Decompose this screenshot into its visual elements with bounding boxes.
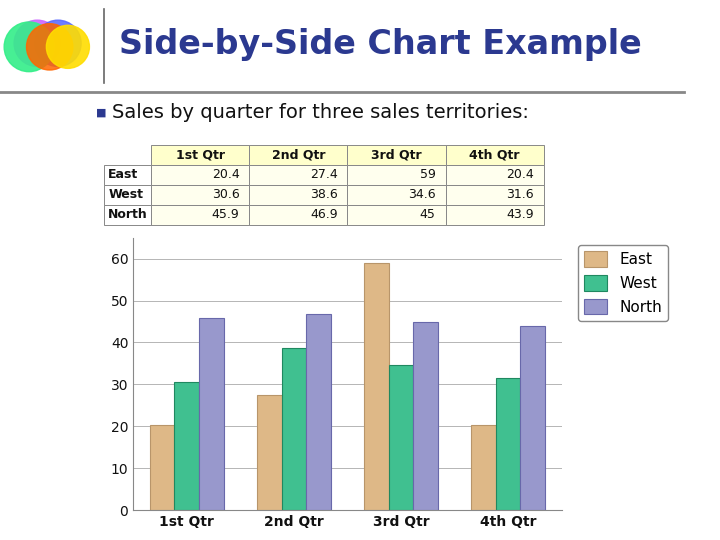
Bar: [471, 425, 496, 510]
Text: ■: ■: [96, 107, 106, 118]
Legend: East, West, North: East, West, North: [578, 245, 668, 321]
Ellipse shape: [27, 24, 73, 70]
Bar: [364, 263, 389, 510]
Bar: [150, 425, 174, 510]
Bar: [174, 382, 199, 510]
Text: Sales by quarter for three sales territories:: Sales by quarter for three sales territo…: [112, 103, 528, 122]
Bar: [496, 377, 521, 510]
Bar: [257, 395, 282, 510]
Ellipse shape: [14, 20, 60, 66]
Bar: [282, 348, 306, 510]
Ellipse shape: [4, 22, 54, 72]
Text: Side-by-Side Chart Example: Side-by-Side Chart Example: [119, 28, 642, 60]
Ellipse shape: [46, 25, 89, 69]
Bar: [306, 314, 330, 510]
Bar: [199, 318, 224, 510]
Bar: [521, 326, 545, 510]
Bar: [413, 321, 438, 510]
Bar: [389, 365, 413, 510]
Ellipse shape: [35, 20, 81, 66]
